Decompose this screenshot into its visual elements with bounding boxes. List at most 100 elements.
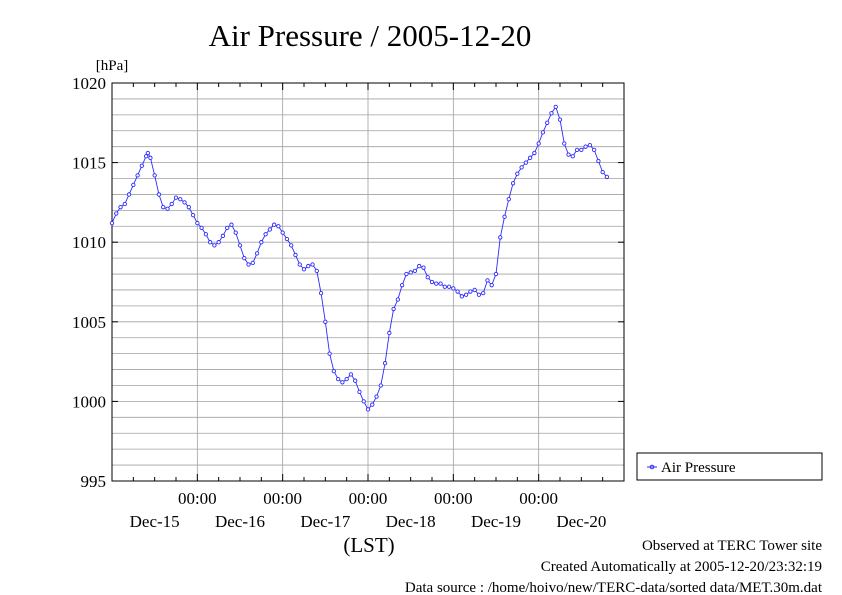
data-point xyxy=(161,205,166,210)
data-point xyxy=(135,173,140,178)
data-point xyxy=(284,236,290,242)
data-point xyxy=(485,278,490,283)
data-point xyxy=(118,205,123,210)
data-point xyxy=(596,158,601,164)
chart-title: Air Pressure / 2005-12-20 xyxy=(209,18,532,53)
data-point xyxy=(523,160,529,165)
data-point xyxy=(220,233,226,238)
data-point xyxy=(468,289,473,294)
data-point xyxy=(387,330,392,336)
data-point xyxy=(254,251,260,256)
y-tick-labels: 995 1000 1005 1010 1015 1020 xyxy=(72,74,106,491)
data-point xyxy=(280,230,285,235)
data-point xyxy=(587,142,593,148)
data-point xyxy=(404,271,409,277)
data-point xyxy=(566,152,571,157)
data-point xyxy=(165,206,170,211)
data-point xyxy=(199,225,204,231)
data-point xyxy=(591,147,597,153)
data-point xyxy=(570,154,575,159)
data-point xyxy=(579,147,584,153)
data-point xyxy=(446,284,452,289)
data-point xyxy=(207,240,213,245)
data-point xyxy=(374,394,379,399)
data-point xyxy=(203,232,209,237)
data-point xyxy=(442,284,447,289)
data-point xyxy=(378,383,383,388)
data-point xyxy=(212,243,217,248)
data-point xyxy=(327,351,332,356)
data-point xyxy=(335,376,341,382)
data-point xyxy=(186,205,191,210)
data-point xyxy=(583,144,588,149)
data-point xyxy=(225,225,230,231)
data-point xyxy=(143,154,149,159)
data-point xyxy=(271,222,277,227)
data-point xyxy=(365,407,371,412)
data-point xyxy=(527,155,533,160)
data-point xyxy=(498,235,503,240)
data-point xyxy=(169,201,174,207)
data-point xyxy=(562,141,567,146)
x-date-label: Dec-18 xyxy=(386,512,436,531)
data-point xyxy=(553,104,558,110)
legend-marker-swatch xyxy=(649,464,655,470)
data-point xyxy=(131,182,136,188)
data-point xyxy=(532,150,537,156)
x-tick-time-label: 00:00 xyxy=(349,489,388,508)
data-point xyxy=(540,130,546,135)
y-tick-label: 1015 xyxy=(72,154,106,173)
data-point xyxy=(481,290,486,296)
x-tick-time-label: 00:00 xyxy=(519,489,558,508)
data-point xyxy=(421,265,426,270)
data-point xyxy=(545,120,550,125)
data-point xyxy=(506,197,511,202)
data-point xyxy=(489,283,494,288)
data-point xyxy=(340,380,345,385)
data-point xyxy=(604,174,610,180)
data-point xyxy=(370,402,375,407)
data-point xyxy=(463,292,469,297)
data-point xyxy=(263,232,268,237)
data-point xyxy=(357,389,362,394)
y-axis-unit: [hPa] xyxy=(96,58,129,74)
data-point xyxy=(536,141,541,146)
axes xyxy=(111,82,625,482)
data-point xyxy=(395,297,401,302)
data-point xyxy=(297,262,302,267)
series-line xyxy=(111,105,608,411)
series-layer xyxy=(109,104,610,412)
data-point xyxy=(314,268,319,274)
data-point xyxy=(246,262,251,267)
data-point xyxy=(344,376,349,382)
y-tick-label: 1000 xyxy=(72,392,106,411)
data-point xyxy=(242,255,247,261)
data-point xyxy=(301,267,307,272)
grid xyxy=(112,83,624,481)
data-point xyxy=(233,230,238,235)
data-point xyxy=(574,147,580,153)
data-point xyxy=(451,286,456,291)
x-date-label: Dec-19 xyxy=(471,512,521,531)
data-point xyxy=(276,224,281,229)
data-point xyxy=(425,275,430,280)
data-point xyxy=(190,212,196,218)
data-point xyxy=(391,306,396,312)
y-tick-label: 995 xyxy=(81,472,107,491)
data-point xyxy=(438,281,443,286)
data-point xyxy=(182,200,187,205)
data-point xyxy=(600,169,605,175)
data-point xyxy=(459,294,465,299)
data-point xyxy=(109,220,115,226)
data-point xyxy=(259,240,264,245)
data-point xyxy=(519,165,524,170)
y-tick-label: 1020 xyxy=(72,74,106,93)
data-point xyxy=(173,195,179,200)
x-date-label: Dec-16 xyxy=(215,512,265,531)
data-point xyxy=(293,252,298,258)
data-point xyxy=(412,268,418,274)
data-point xyxy=(114,211,119,216)
data-point xyxy=(152,173,157,178)
data-point xyxy=(472,287,477,293)
